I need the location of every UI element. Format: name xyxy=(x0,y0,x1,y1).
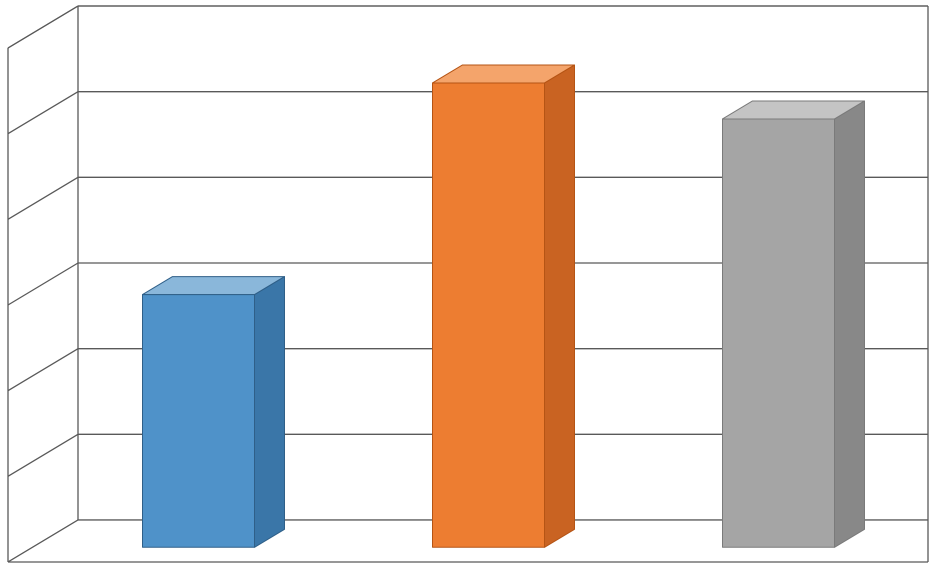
series-3-front xyxy=(723,119,835,547)
gridline-side xyxy=(8,434,78,476)
series-3-side xyxy=(835,101,865,547)
gridline-side xyxy=(8,177,78,219)
edge xyxy=(8,6,78,48)
gridline-side xyxy=(8,349,78,391)
gridline-side xyxy=(8,263,78,305)
series-2-front xyxy=(433,83,545,547)
gridline-side xyxy=(8,92,78,134)
bar-chart-3d xyxy=(0,0,939,567)
series-1-front xyxy=(143,295,255,548)
series-2-side xyxy=(545,65,575,547)
series-1-side xyxy=(255,277,285,548)
